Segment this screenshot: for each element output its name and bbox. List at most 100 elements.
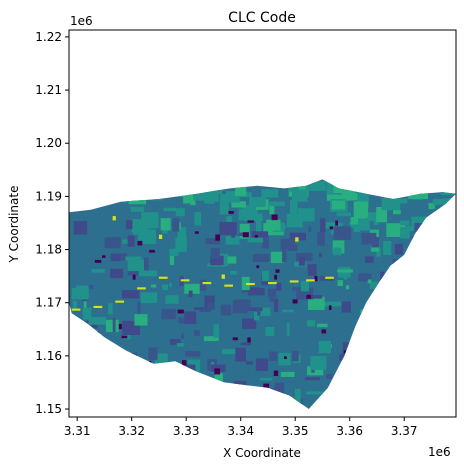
land-cover-patch: [110, 254, 121, 262]
land-cover-patch: [314, 175, 323, 179]
urban-cell: [232, 337, 238, 341]
land-cover-patch: [360, 179, 376, 183]
land-cover-patch: [335, 395, 343, 400]
land-cover-patch: [249, 319, 253, 325]
land-cover-patch: [320, 218, 326, 233]
river-segment: [202, 282, 212, 285]
land-cover-patch: [281, 167, 287, 176]
land-cover-patch: [332, 240, 345, 254]
land-cover-patch: [108, 303, 113, 315]
land-cover-patch: [160, 218, 171, 231]
land-cover-patch: [185, 351, 201, 357]
x-axis-title: X Coordinate: [223, 446, 301, 460]
land-cover-patch: [346, 285, 350, 290]
land-cover-patch: [154, 353, 168, 365]
land-cover-patch: [408, 179, 417, 189]
land-cover-patch: [359, 167, 372, 178]
y-tick-label: 1.22: [35, 30, 62, 44]
land-cover-patch: [125, 164, 133, 176]
river-segment: [158, 276, 168, 279]
land-cover-patch: [432, 199, 448, 205]
y-offset-label: 1e6: [70, 14, 93, 28]
urban-cell: [347, 368, 354, 372]
land-cover-patch: [262, 179, 280, 185]
river-segment: [295, 237, 299, 242]
land-cover-patch: [365, 212, 382, 222]
land-cover-patch: [242, 318, 257, 330]
land-cover-patch: [252, 254, 270, 262]
land-cover-patch: [96, 347, 107, 353]
land-cover-patch: [112, 317, 116, 332]
land-cover-patch: [415, 377, 428, 382]
urban-cell: [362, 375, 368, 380]
land-cover-patch: [365, 256, 374, 263]
land-cover-patch: [356, 184, 361, 190]
land-cover-patch: [257, 307, 271, 316]
urban-cell: [335, 220, 338, 226]
land-cover-patch: [328, 182, 348, 194]
land-cover-patch: [169, 282, 172, 287]
land-cover-patch: [428, 181, 445, 191]
land-cover-patch: [411, 329, 422, 344]
land-cover-patch: [393, 351, 397, 365]
land-cover-patch: [409, 179, 427, 188]
land-cover-patch: [362, 389, 374, 400]
land-cover-patch: [385, 179, 392, 184]
land-cover-patch: [147, 387, 152, 396]
land-cover-patch: [175, 208, 185, 217]
land-cover-patch: [254, 311, 260, 321]
land-cover-patch: [103, 393, 108, 399]
land-cover-patch: [336, 212, 351, 217]
land-cover-patch: [74, 371, 86, 376]
land-cover-patch: [294, 388, 301, 403]
urban-cell: [284, 356, 287, 359]
land-cover-patch: [137, 301, 141, 314]
land-cover-patch: [358, 404, 368, 409]
land-cover-patch: [296, 287, 314, 300]
land-cover-patch: [175, 179, 191, 186]
land-cover-patch: [123, 334, 131, 340]
land-cover-patch: [411, 245, 427, 250]
land-cover-patch: [373, 218, 379, 226]
land-cover-patch: [405, 270, 422, 282]
land-cover-patch: [199, 309, 211, 312]
y-tick-label: 1.19: [35, 189, 62, 203]
river-segment: [306, 279, 315, 282]
land-cover-patch: [419, 165, 431, 179]
land-cover-patch: [235, 186, 247, 197]
land-cover-patch: [307, 320, 316, 327]
land-cover-patch: [138, 229, 157, 245]
river-segment: [112, 216, 116, 221]
urban-cell: [328, 305, 332, 310]
land-cover-patch: [345, 185, 353, 201]
urban-cell: [228, 211, 234, 214]
land-cover-patch: [165, 295, 179, 304]
land-cover-patch: [274, 298, 279, 312]
land-cover-patch: [128, 192, 147, 205]
y-tick-label: 1.16: [35, 349, 62, 363]
x-tick-label: 3.32: [118, 424, 145, 438]
land-cover-patch: [269, 288, 275, 302]
land-cover-patch: [144, 257, 149, 271]
river-segment: [137, 287, 146, 290]
land-cover-patch: [427, 179, 447, 184]
land-cover-patch: [307, 264, 317, 276]
land-cover-patch: [304, 377, 320, 381]
land-cover-patch: [420, 254, 438, 263]
land-cover-patch: [72, 301, 78, 311]
land-cover-patch: [269, 201, 285, 207]
land-cover-patch: [269, 351, 278, 361]
land-cover-patch: [257, 308, 261, 316]
land-cover-patch: [73, 221, 88, 235]
land-cover-patch: [269, 203, 275, 215]
land-cover-patch: [163, 207, 177, 212]
land-cover-patch: [353, 201, 369, 218]
river-segment: [93, 305, 103, 308]
land-cover-patch: [82, 307, 92, 320]
river-segment: [224, 284, 233, 287]
urban-cell: [132, 274, 136, 280]
land-cover-patch: [142, 185, 158, 194]
land-cover-patch: [324, 222, 339, 229]
land-cover-patch: [184, 283, 200, 294]
land-cover-patch: [326, 373, 333, 379]
